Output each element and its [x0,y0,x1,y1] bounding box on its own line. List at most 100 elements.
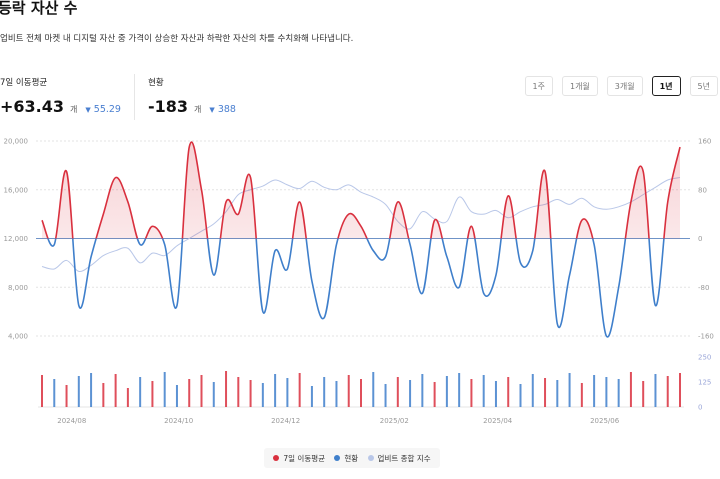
stat-ma-value: +63.43 [0,97,65,116]
legend-current-label: 현황 [344,453,359,463]
stat-ma-label: 7일 이동평균 [0,78,48,88]
current-bar [102,383,105,407]
y-right-tick-label: 0 [698,235,702,243]
current-bar [433,382,436,407]
stat-current-value: -183 [148,97,189,116]
current-bar [310,386,313,407]
current-bar [77,376,80,407]
current-bar [53,379,56,407]
range-selector: 1주 1개월 3개월 1년 5년 [524,76,718,96]
current-bar [421,374,424,407]
current-bar [360,379,362,407]
current-bar [384,384,387,407]
legend-item-current[interactable]: 현황 [334,453,358,464]
current-bar [163,372,166,407]
current-bar [139,377,142,407]
stat-current-delta: ▼ 388 [209,104,236,115]
x-tick-label: 2024/08 [57,417,86,425]
current-bar [605,377,608,407]
y-bar-tick-label: 125 [698,379,711,387]
current-bar [642,381,645,407]
y-left-tick-label: 8,000 [8,284,28,292]
range-button-3m[interactable]: 3개월 [606,76,643,96]
current-bar [200,375,203,407]
current-bar [482,375,485,407]
current-bar [544,378,547,407]
current-bar [249,380,252,407]
index-line [41,177,681,272]
current-bar [151,381,154,407]
current-bar [679,373,681,407]
stat-ma-delta: ▼ 55.29 [85,104,121,115]
current-bar [41,375,43,407]
red-dot-icon [273,455,280,461]
current-bar [409,380,412,407]
page-title: 등락 자산 수 [0,0,78,17]
y-left-tick-label: 16,000 [4,186,29,194]
page-description: 업비트 전체 마켓 내 디지털 자산 중 가격이 상승한 자산과 하락한 자산의… [0,34,354,44]
current-bar [372,372,375,407]
x-tick-label: 2025/06 [590,417,620,425]
current-bar [445,376,448,407]
stat-current-delta-value: 388 [217,104,236,115]
current-bar [556,380,559,407]
stat-moving-average: 7일 이동평균 +63.43 개 ▼ 55.29 [0,76,121,116]
current-bar [396,377,399,407]
stat-divider [134,74,135,120]
current-bar [212,382,215,407]
ma7-line-negative [47,238,665,338]
current-bar [347,375,350,407]
x-tick-label: 2024/12 [271,417,300,425]
current-bar [617,379,620,407]
legend-item-ma7[interactable]: 7일 이동평균 [273,453,325,464]
y-bar-tick-label: 250 [698,354,711,362]
current-bar [335,381,338,407]
legend-item-index[interactable]: 업비트 종합 지수 [367,453,431,464]
legend-index-label: 업비트 종합 지수 [377,453,431,463]
ma7-line-positive [41,141,681,239]
current-bar [494,381,497,407]
current-bar [593,375,596,407]
x-tick-label: 2025/04 [483,417,513,425]
current-bar [580,383,583,407]
current-bar [519,384,522,407]
current-bar [323,377,326,407]
y-left-tick-label: 20,000 [4,138,29,146]
current-bar [274,374,277,407]
current-bar [470,379,473,407]
current-bar [65,385,68,407]
light-blue-dot-icon [367,455,374,461]
y-right-tick-label: -80 [698,284,709,292]
current-bar [666,376,669,407]
down-triangle-icon: ▼ [85,106,91,114]
current-bar [237,377,240,407]
y-left-tick-label: 12,000 [4,235,29,243]
stat-current-label: 현황 [148,78,164,88]
chart-legend: 7일 이동평균 현황 업비트 종합 지수 [264,448,440,468]
current-bar [507,377,510,407]
current-bar [531,374,534,407]
x-tick-label: 2025/02 [380,417,409,425]
current-bar [568,373,571,407]
y-right-tick-label: 80 [698,186,707,194]
current-bar [225,371,228,407]
y-bar-tick-label: 0 [698,404,702,412]
current-bar [629,372,632,407]
legend-ma7-label: 7일 이동평균 [283,453,326,463]
x-tick-label: 2024/10 [164,417,193,425]
stat-ma-unit: 개 [70,105,78,114]
blue-dot-icon [334,455,341,461]
y-right-tick-label: 160 [698,138,711,146]
down-triangle-icon: ▼ [209,106,215,114]
range-button-1w[interactable]: 1주 [524,76,553,96]
range-button-1y[interactable]: 1년 [651,76,681,96]
range-button-1m[interactable]: 1개월 [561,76,598,96]
current-bar [286,378,289,407]
current-bar [126,388,129,407]
current-bar [188,379,191,407]
current-bar [114,374,117,407]
y-left-tick-label: 4,000 [8,333,28,341]
range-button-5y[interactable]: 5년 [689,76,718,96]
stat-ma-delta-value: 55.29 [93,104,121,115]
